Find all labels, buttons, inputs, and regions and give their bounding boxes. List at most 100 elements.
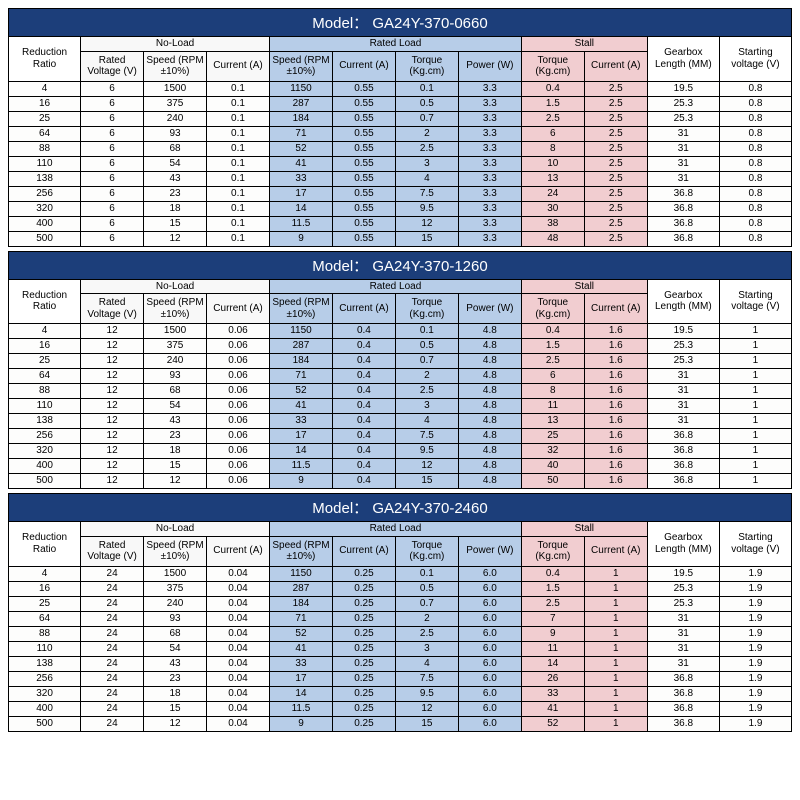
cell: 1.9	[719, 626, 791, 641]
cell: 0.8	[719, 96, 791, 111]
cell: 0.8	[719, 171, 791, 186]
cell: 0.06	[207, 414, 270, 429]
cell: 17	[270, 429, 333, 444]
table-row: 32024180.04140.259.56.033136.81.9	[9, 686, 792, 701]
cell: 36.8	[647, 444, 719, 459]
cell: 1	[584, 566, 647, 581]
group-noload: No-Load	[81, 279, 270, 294]
cell: 14	[270, 686, 333, 701]
cell: 0.4	[332, 324, 395, 339]
cell: 4	[9, 81, 81, 96]
cell: 138	[9, 656, 81, 671]
group-stall: Stall	[521, 37, 647, 52]
cell: 0.4	[332, 414, 395, 429]
cell: 24	[81, 716, 144, 731]
cell: 36.8	[647, 686, 719, 701]
cell: 1.9	[719, 701, 791, 716]
cell: 2.5	[395, 141, 458, 156]
cell: 0.55	[332, 216, 395, 231]
cell: 31	[647, 156, 719, 171]
table-row: 8812680.06520.42.54.881.6311	[9, 384, 792, 399]
cell: 0.25	[332, 566, 395, 581]
cell: 0.04	[207, 701, 270, 716]
cell: 15	[144, 459, 207, 474]
cell: 0.8	[719, 156, 791, 171]
cell: 12	[81, 459, 144, 474]
cell: 1500	[144, 81, 207, 96]
cell: 7.5	[395, 186, 458, 201]
group-noload: No-Load	[81, 37, 270, 52]
cell: 17	[270, 186, 333, 201]
cell: 33	[270, 171, 333, 186]
cell: 2.5	[584, 231, 647, 246]
cell: 0.4	[332, 384, 395, 399]
cell: 9.5	[395, 201, 458, 216]
cell: 24	[81, 671, 144, 686]
cell: 24	[81, 611, 144, 626]
cell: 6	[521, 126, 584, 141]
cell: 1.5	[521, 581, 584, 596]
cell: 0.1	[207, 186, 270, 201]
cell: 6.0	[458, 581, 521, 596]
cell: 1.9	[719, 581, 791, 596]
cell: 1	[719, 399, 791, 414]
cell: 25	[9, 354, 81, 369]
cell: 30	[521, 201, 584, 216]
cell: 500	[9, 716, 81, 731]
cell: 10	[521, 156, 584, 171]
cell: 184	[270, 354, 333, 369]
cell: 1	[584, 611, 647, 626]
cell: 0.4	[332, 369, 395, 384]
cell: 2.5	[584, 111, 647, 126]
cell: 24	[81, 581, 144, 596]
table-row: 13812430.06330.444.8131.6311	[9, 414, 792, 429]
cell: 1	[584, 641, 647, 656]
group-noload: No-Load	[81, 522, 270, 537]
cell: 375	[144, 96, 207, 111]
cell: 71	[270, 126, 333, 141]
cell: 2.5	[521, 354, 584, 369]
table-row: 50024120.0490.25156.052136.81.9	[9, 716, 792, 731]
cell: 0.04	[207, 581, 270, 596]
cell: 4	[9, 566, 81, 581]
cell: 12	[81, 384, 144, 399]
col-header: Rated Voltage (V)	[81, 536, 144, 566]
cell: 110	[9, 399, 81, 414]
cell: 4.8	[458, 384, 521, 399]
table-row: 25624230.04170.257.56.026136.81.9	[9, 671, 792, 686]
cell: 6	[81, 186, 144, 201]
table-row: 4615000.111500.550.13.30.42.519.50.8	[9, 81, 792, 96]
cell: 2.5	[395, 384, 458, 399]
cell: 320	[9, 686, 81, 701]
cell: 0.25	[332, 686, 395, 701]
cell: 68	[144, 384, 207, 399]
cell: 0.7	[395, 354, 458, 369]
cell: 31	[647, 611, 719, 626]
col-header: Torque (Kg.cm)	[395, 51, 458, 81]
col-gearbox-length: Gearbox Length (MM)	[647, 522, 719, 567]
cell: 12	[395, 216, 458, 231]
cell: 24	[81, 656, 144, 671]
cell: 0.55	[332, 81, 395, 96]
cell: 138	[9, 414, 81, 429]
table-title: Model： GA24Y-370-2460	[8, 493, 792, 521]
cell: 6.0	[458, 671, 521, 686]
cell: 1	[719, 474, 791, 489]
col-gearbox-length: Gearbox Length (MM)	[647, 37, 719, 82]
cell: 4	[395, 171, 458, 186]
model-value: GA24Y-370-2460	[368, 500, 488, 517]
cell: 14	[521, 656, 584, 671]
cell: 6	[81, 141, 144, 156]
table-row: 42415000.0411500.250.16.00.4119.51.9	[9, 566, 792, 581]
cell: 19.5	[647, 81, 719, 96]
cell: 1.9	[719, 671, 791, 686]
cell: 0.1	[207, 81, 270, 96]
cell: 24	[81, 626, 144, 641]
cell: 36.8	[647, 701, 719, 716]
cell: 24	[521, 186, 584, 201]
cell: 0.06	[207, 324, 270, 339]
cell: 4	[9, 324, 81, 339]
cell: 2.5	[584, 96, 647, 111]
spec-data-table: Reduction RatioNo-LoadRated LoadStallGea…	[8, 36, 792, 247]
cell: 1.9	[719, 686, 791, 701]
